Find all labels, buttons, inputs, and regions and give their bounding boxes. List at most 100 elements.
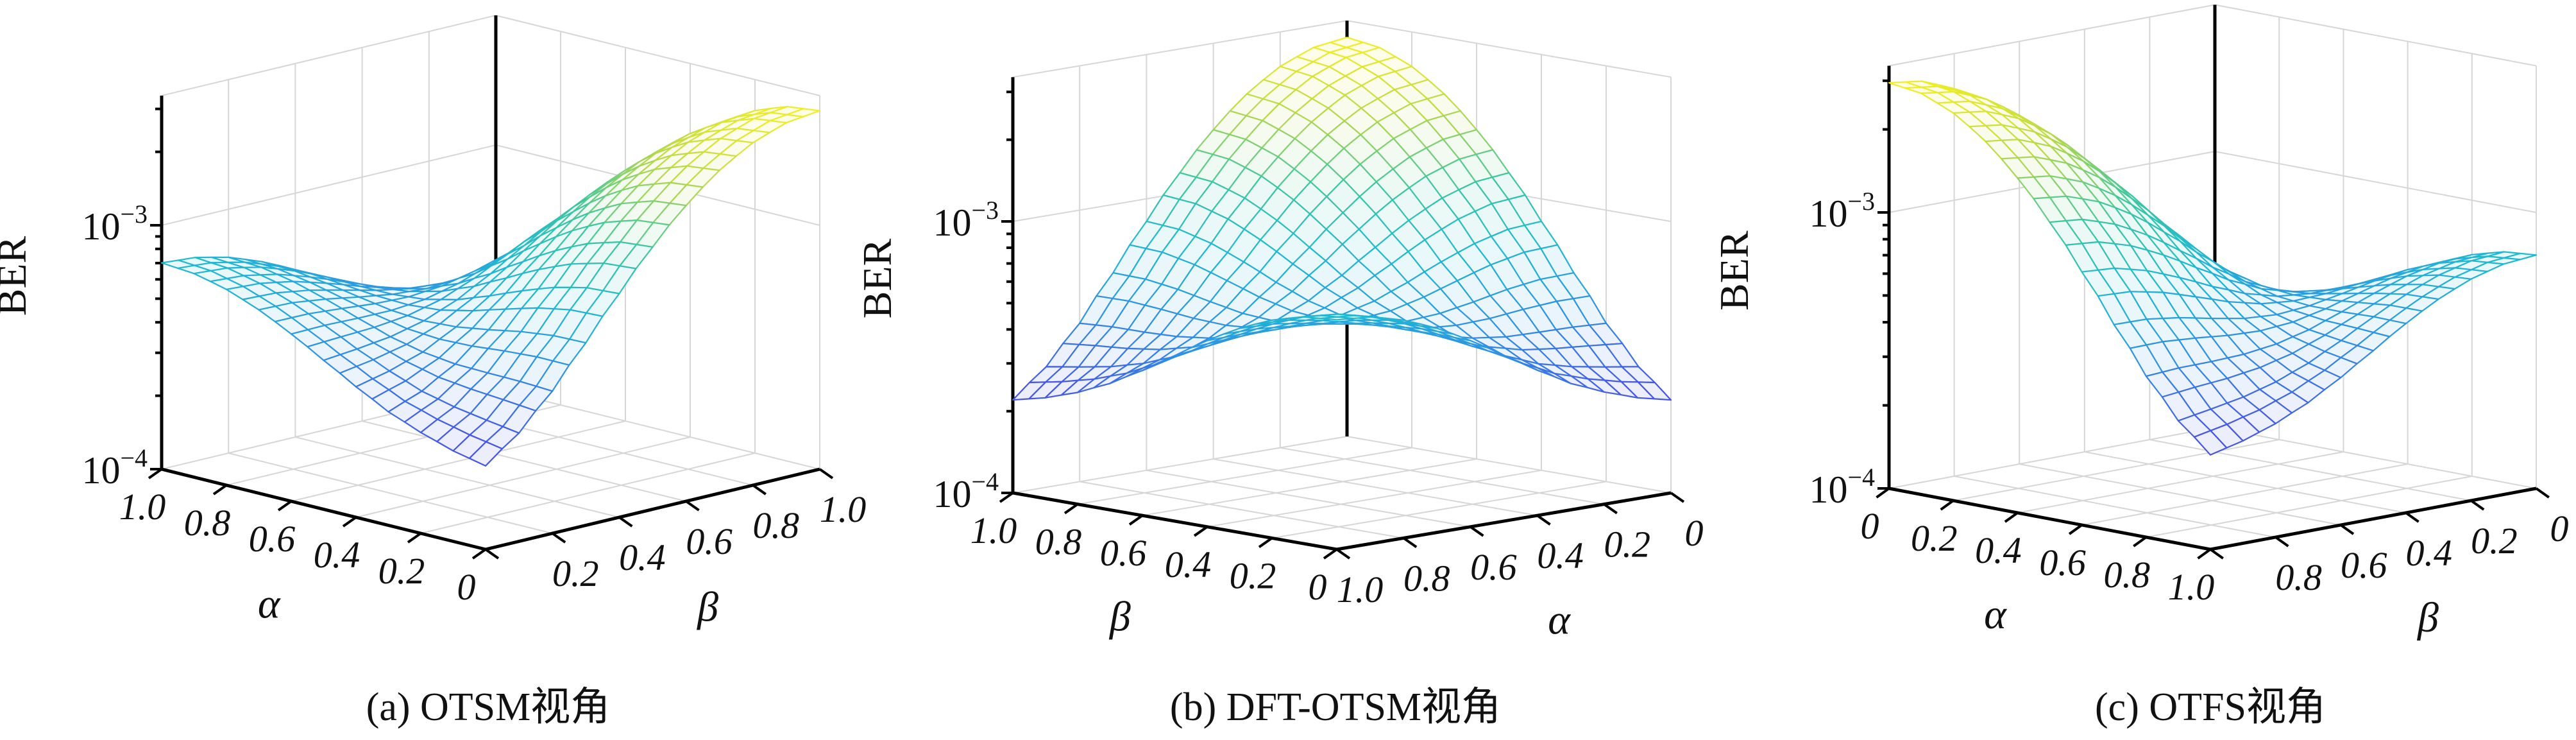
- right-axis-tick-label: 0.6: [1470, 546, 1517, 588]
- floor-gridline: [2019, 463, 2341, 526]
- surface-cell: [1319, 316, 1355, 321]
- left-axis-tick: [212, 484, 228, 495]
- floor-gridline: [355, 436, 691, 518]
- alpha-axis-label: α: [258, 580, 281, 627]
- floor-gridline: [228, 452, 553, 534]
- left-axis-tick: [2004, 512, 2019, 523]
- right-axis-tick-label: 0.8: [1403, 557, 1450, 599]
- z-tick-label: 10−3: [933, 196, 999, 244]
- ber-surface-mesh: [1888, 80, 2538, 456]
- surface-cell: [2193, 429, 2228, 456]
- left-floor-axis: [1888, 486, 2211, 551]
- floor-gridline: [2146, 476, 2472, 538]
- wall-gridline: [1888, 4, 2216, 67]
- floor-gridline: [1012, 436, 1348, 494]
- wall-gridline: [1012, 20, 1348, 78]
- floor-gridline: [2214, 427, 2537, 489]
- z-tick-exponent: −3: [971, 196, 999, 225]
- beta-axis-label: β: [1108, 594, 1131, 641]
- right-axis-tick-label: 1.0: [1337, 569, 1384, 610]
- left-axis-tick: [2197, 548, 2212, 560]
- z-tick-base: 10: [933, 473, 971, 515]
- left-axis-tick-label: 0.8: [2104, 554, 2151, 596]
- panel-caption: (c) OTFS视角: [2095, 685, 2326, 729]
- left-axis-tick-label: 0.6: [249, 518, 296, 560]
- right-axis-tick-label: 0: [1685, 512, 1704, 554]
- wall-gridline: [1346, 20, 1672, 78]
- left-axis-tick-label: 0: [1861, 505, 1879, 547]
- left-axis-tick: [1193, 526, 1208, 537]
- left-axis-tick-label: 0.6: [1100, 532, 1147, 574]
- z-tick-exponent: −4: [1847, 463, 1875, 492]
- floor-gridline: [2081, 463, 2408, 526]
- z-tick-label: 10−3: [1809, 187, 1875, 235]
- z-axis-label: BER: [1711, 230, 1757, 311]
- z-tick-base: 10: [81, 205, 120, 248]
- right-axis-tick-label: 0.6: [686, 521, 733, 562]
- right-axis-tick-label: 0.4: [2406, 532, 2453, 574]
- left-axis-tick: [1258, 537, 1273, 549]
- right-axis-tick-label: 0.6: [2341, 544, 2387, 586]
- panel-caption: (a) OTSM视角: [366, 685, 611, 729]
- floor-gridline: [295, 436, 620, 518]
- alpha-axis-label: α: [1984, 591, 2007, 638]
- floor-gridline: [1077, 447, 1412, 505]
- floor-gridline: [291, 420, 626, 502]
- panel-caption: (b) DFT-OTSM视角: [1170, 685, 1501, 729]
- right-axis-tick: [2340, 524, 2355, 535]
- surface-cell: [468, 441, 504, 467]
- right-axis-tick-label: 0.8: [753, 504, 800, 546]
- floor-gridline: [495, 388, 820, 470]
- floor-gridline: [1954, 476, 2276, 538]
- right-floor-axis: [2210, 486, 2537, 551]
- right-axis-tick: [2405, 512, 2419, 523]
- ber-surface-mesh: [1012, 37, 1672, 401]
- floor-gridline: [1280, 447, 1604, 505]
- floor-gridline: [1953, 439, 2280, 501]
- z-tick-label: 10−4: [933, 467, 999, 515]
- right-axis-tick-label: 0.8: [2275, 556, 2322, 598]
- right-axis-tick: [2209, 548, 2224, 560]
- floor-gridline: [1271, 481, 1607, 539]
- floor-gridline: [1346, 436, 1672, 494]
- alpha-axis-label: α: [1548, 597, 1571, 644]
- left-axis-tick: [1128, 514, 1144, 526]
- beta-axis-label: β: [2416, 594, 2439, 641]
- right-floor-axis: [485, 467, 820, 551]
- floor-gridline: [2017, 451, 2344, 513]
- right-axis-tick: [752, 484, 767, 495]
- right-axis-tick-label: 0.2: [2471, 520, 2518, 562]
- right-axis-tick: [484, 548, 500, 560]
- floor-gridline: [1213, 458, 1538, 517]
- left-axis-tick-label: 0.6: [2039, 542, 2086, 583]
- left-axis-tick-label: 0.4: [314, 534, 360, 576]
- left-axis-tick-label: 0.4: [1975, 529, 2022, 571]
- left-axis-tick-label: 0.2: [1230, 555, 1276, 596]
- left-axis-tick: [277, 500, 292, 512]
- left-axis-tick: [1063, 503, 1079, 515]
- z-tick-exponent: −3: [1847, 187, 1875, 216]
- left-axis-tick: [148, 468, 163, 479]
- floor-gridline: [1146, 469, 1471, 528]
- left-axis-tick: [1323, 548, 1338, 560]
- right-axis-tick: [2470, 499, 2485, 511]
- right-axis-tick: [685, 500, 700, 512]
- z-tick-base: 10: [1809, 469, 1847, 511]
- floor-gridline: [2149, 439, 2471, 501]
- left-axis-tick-label: 0.8: [1035, 521, 1082, 563]
- right-axis-tick-label: 0.4: [1537, 535, 1584, 576]
- right-axis-tick-label: 0.4: [619, 537, 666, 578]
- right-axis-tick: [2535, 487, 2550, 499]
- right-axis-tick: [618, 516, 633, 528]
- left-axis-tick: [1876, 487, 1890, 499]
- left-axis-tick: [2068, 524, 2083, 535]
- wall-gridline: [495, 15, 820, 96]
- z-tick-label: 10−4: [81, 443, 148, 492]
- left-floor-axis: [1012, 491, 1337, 551]
- left-axis-tick-label: 0: [1309, 566, 1327, 608]
- right-axis-tick: [1470, 526, 1484, 537]
- right-axis-tick: [2275, 536, 2289, 547]
- z-tick-label: 10−4: [1809, 463, 1875, 511]
- ber-surface-mesh: [160, 106, 821, 467]
